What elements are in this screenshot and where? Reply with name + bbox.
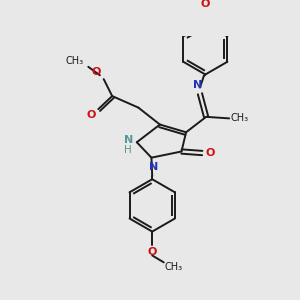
Text: O: O	[148, 248, 157, 257]
Text: O: O	[87, 110, 96, 120]
Text: CH₃: CH₃	[230, 112, 248, 123]
Text: N: N	[149, 162, 158, 172]
Text: CH₃: CH₃	[165, 262, 183, 272]
Text: O: O	[205, 148, 214, 158]
Text: N: N	[124, 135, 133, 145]
Text: CH₃: CH₃	[65, 56, 83, 66]
Text: H: H	[124, 145, 132, 155]
Text: O: O	[91, 67, 101, 77]
Text: O: O	[201, 0, 210, 9]
Text: N: N	[193, 80, 202, 89]
